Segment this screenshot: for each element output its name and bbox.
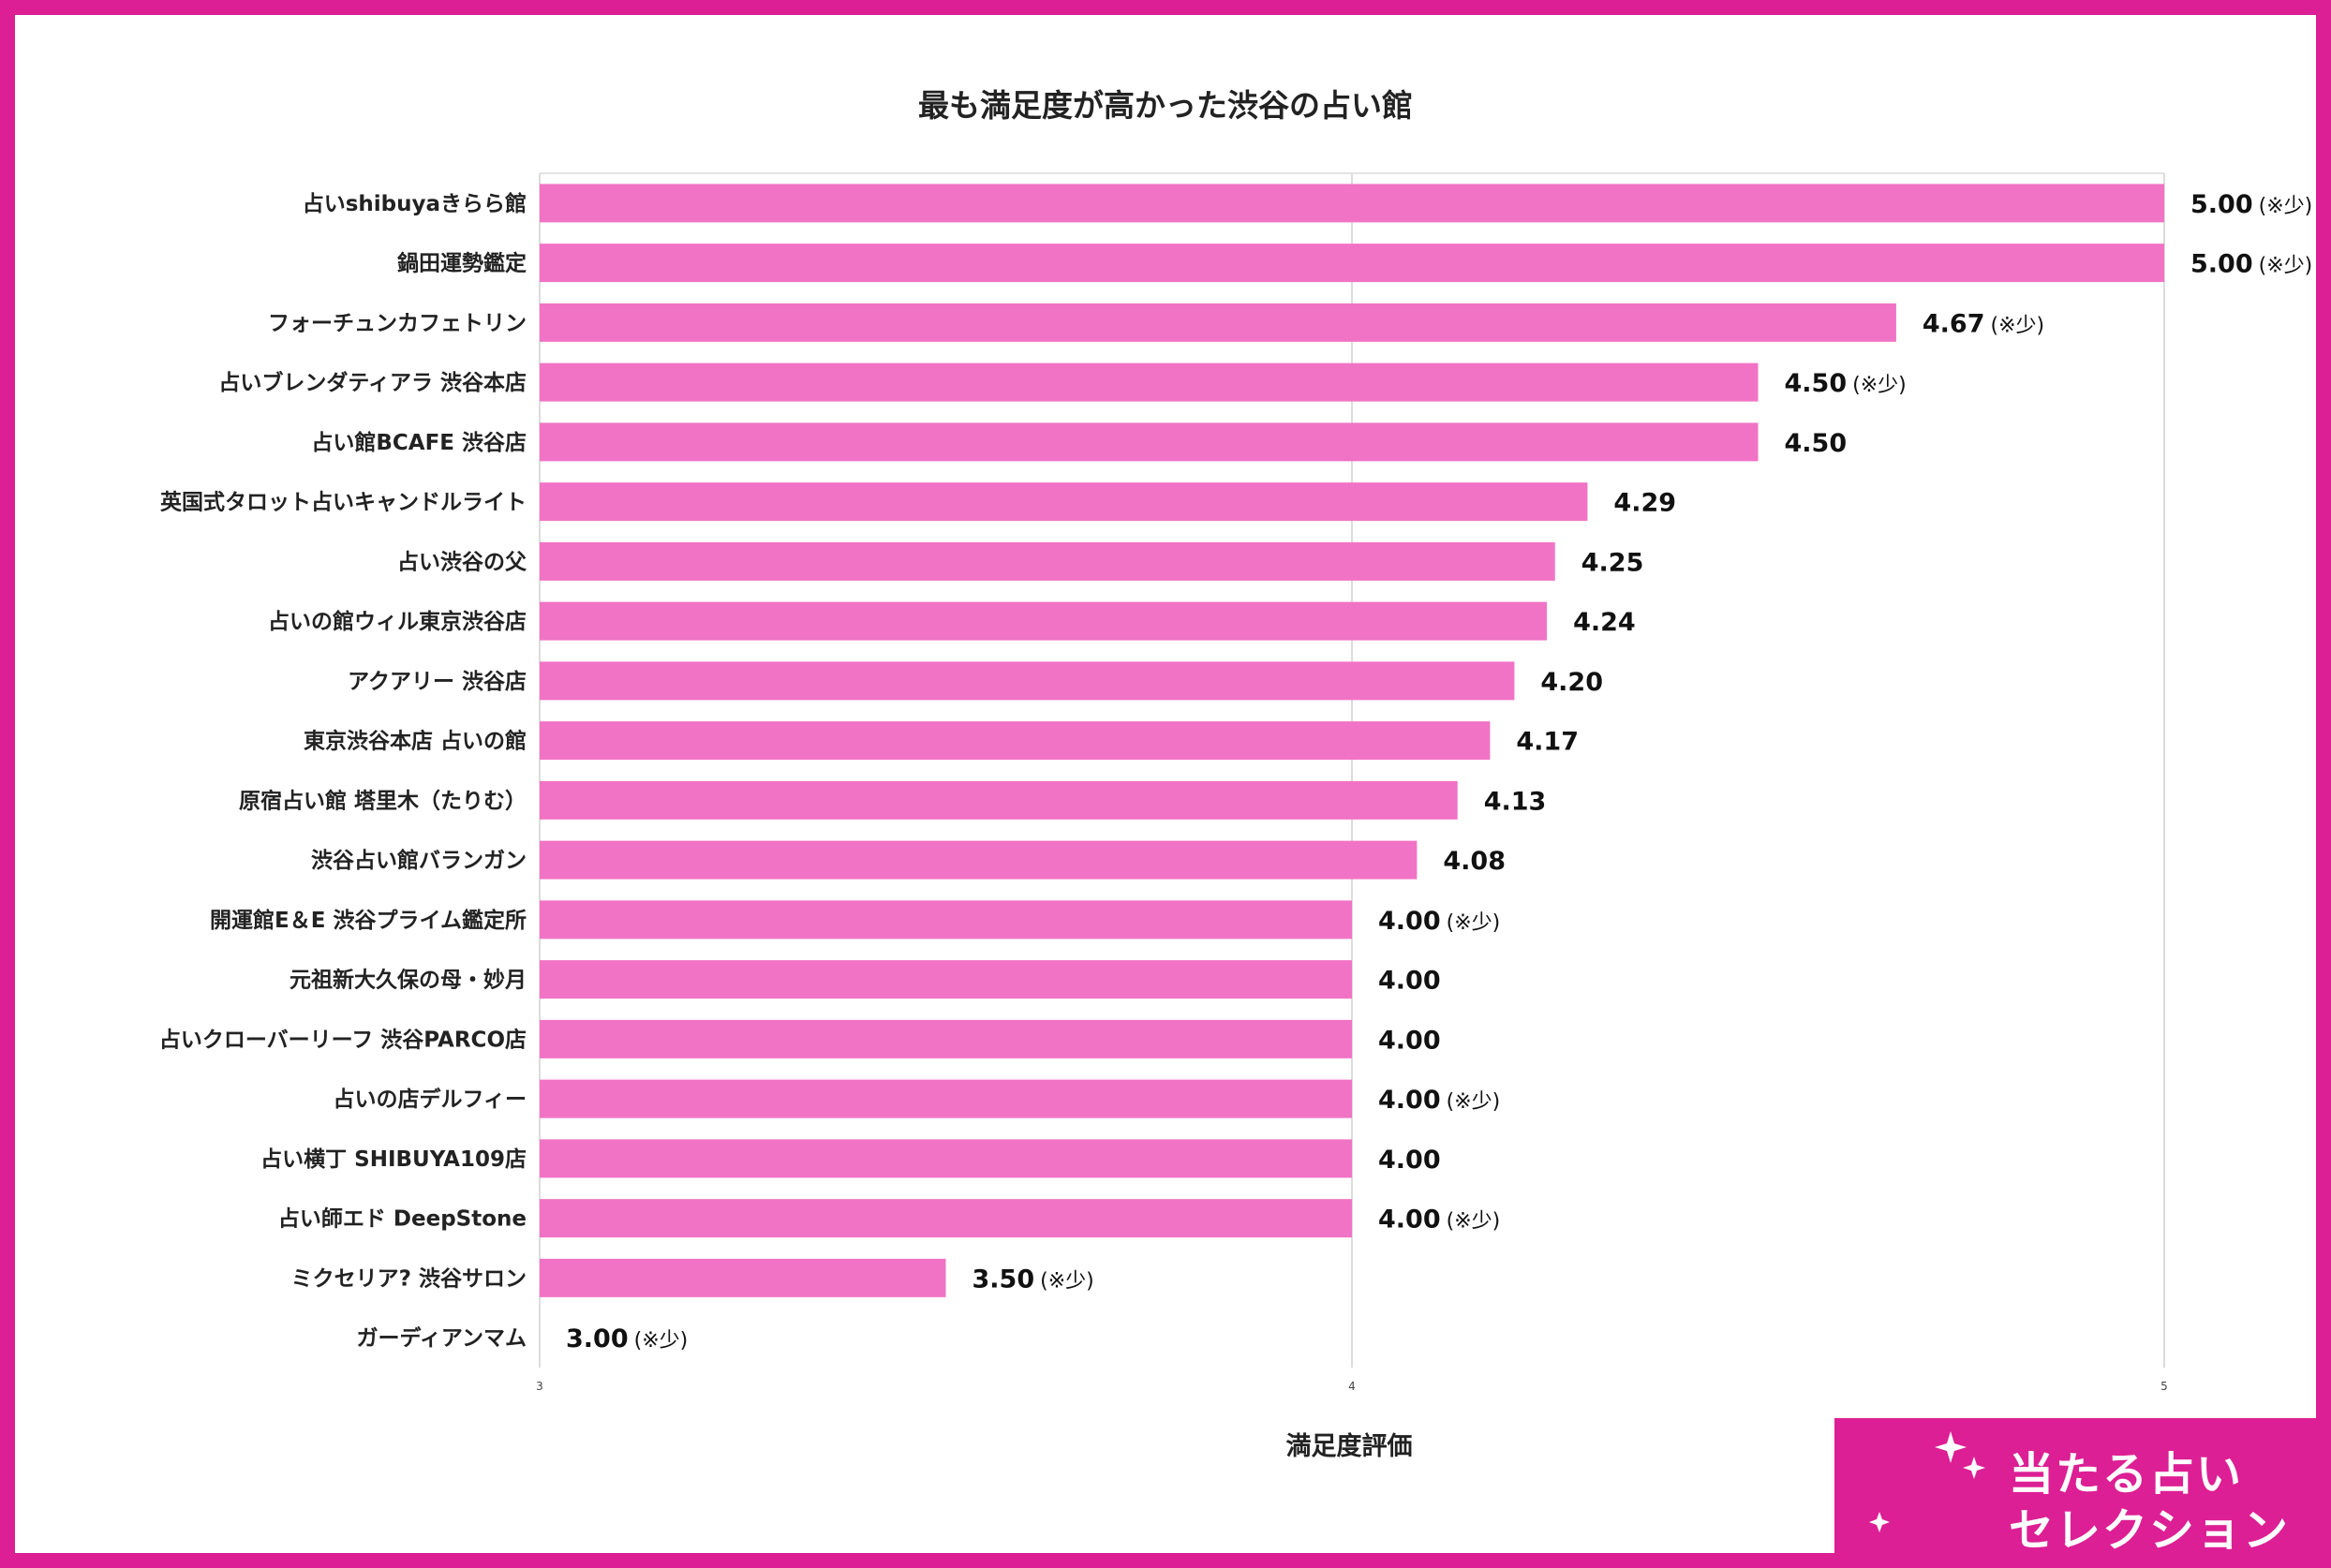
logo-text-line2: セレクション — [2009, 1504, 2291, 1557]
data-label: 5.00 (※少) — [2190, 250, 2312, 279]
bar — [540, 422, 1759, 462]
data-label-note: (※少) — [1447, 1090, 1501, 1114]
bar — [540, 960, 1352, 999]
data-label-value: 4.50 — [1785, 369, 1848, 398]
category-label: ガーディアンマム — [357, 1325, 527, 1351]
bar — [540, 780, 1458, 820]
category-label: アクアリー 渋谷店 — [348, 670, 527, 694]
data-label: 4.29 — [1613, 489, 1676, 518]
data-label-value: 4.00 — [1378, 907, 1441, 936]
data-label-value: 4.17 — [1516, 728, 1579, 757]
data-label: 4.25 — [1581, 548, 1644, 577]
data-label: 4.50 — [1785, 429, 1848, 458]
data-label: 4.24 — [1573, 608, 1636, 637]
x-axis-title: 満足度評価 — [1285, 1432, 1413, 1461]
x-tick-label: 3 — [536, 1380, 543, 1393]
category-label: フォーチュンカフェトリン — [268, 311, 527, 335]
bar — [540, 1199, 1352, 1238]
category-label: 鍋田運勢鑑定 — [397, 251, 527, 276]
category-label: 英国式タロット占いキャンドルライト — [160, 490, 527, 515]
data-label-value: 5.00 — [2190, 250, 2253, 279]
data-label: 3.50 (※少) — [972, 1265, 1094, 1294]
data-label-value: 4.24 — [1573, 608, 1636, 637]
category-label: 東京渋谷本店 占いの館 — [304, 729, 527, 754]
data-label: 3.00 (※少) — [566, 1324, 688, 1354]
data-label: 4.20 — [1540, 668, 1603, 697]
bar — [540, 721, 1491, 761]
category-label: 元祖新大久保の母・妙月 — [290, 968, 527, 993]
category-label: 占いの店デルフィー — [333, 1087, 527, 1112]
bar — [540, 541, 1555, 581]
data-label-value: 4.00 — [1378, 967, 1441, 996]
data-label-note: (※少) — [1447, 911, 1501, 935]
data-label-value: 4.00 — [1378, 1026, 1441, 1055]
data-label: 4.00 — [1378, 1026, 1441, 1055]
data-label: 4.67 (※少) — [1923, 309, 2044, 338]
bar — [540, 244, 2164, 283]
data-label-note: (※少) — [1991, 314, 2045, 337]
data-label-note: (※少) — [2259, 195, 2313, 218]
bar — [540, 1019, 1352, 1058]
data-label-value: 5.00 — [2190, 190, 2253, 219]
data-label: 4.00 (※少) — [1378, 1206, 1500, 1235]
data-label: 4.17 — [1516, 728, 1579, 757]
data-label-value: 4.08 — [1443, 847, 1506, 876]
data-label: 4.00 — [1378, 1146, 1441, 1175]
category-label: 占いブレンダティアラ 渋谷本店 — [218, 370, 527, 395]
data-label: 4.00 (※少) — [1378, 907, 1500, 936]
bar — [540, 303, 1896, 342]
data-label: 5.00 (※少) — [2190, 190, 2312, 219]
category-label: 占いの館ウィル東京渋谷店 — [268, 609, 527, 634]
x-tick-label: 4 — [1348, 1380, 1356, 1393]
data-label: 4.00 (※少) — [1378, 1086, 1500, 1115]
data-label: 4.00 — [1378, 967, 1441, 996]
data-label-value: 3.00 — [566, 1324, 629, 1354]
data-label-value: 4.29 — [1613, 489, 1676, 518]
category-label: ミクセリア? 渋谷サロン — [291, 1266, 527, 1291]
category-label: 占い横丁 SHIBUYA109店 — [260, 1147, 527, 1172]
bar — [540, 900, 1352, 939]
category-label: 開運館E＆E 渋谷プライム鑑定所 — [210, 908, 527, 933]
data-label-value: 4.00 — [1378, 1206, 1441, 1235]
data-label-note: (※少) — [634, 1329, 689, 1353]
data-label-value: 4.67 — [1923, 309, 1985, 338]
bar — [540, 1258, 946, 1297]
category-label: 占いshibuyaきらら館 — [303, 191, 527, 216]
data-label-value: 4.20 — [1540, 668, 1603, 697]
data-label-value: 4.25 — [1581, 548, 1644, 577]
data-label-value: 4.00 — [1378, 1086, 1441, 1115]
logo-text-line1: 当たる占い — [2009, 1448, 2244, 1501]
category-label: 原宿占い館 塔里木（たりむ） — [239, 788, 527, 813]
data-label: 4.13 — [1484, 787, 1547, 816]
data-label-note: (※少) — [1040, 1269, 1094, 1293]
data-label-value: 3.50 — [972, 1265, 1035, 1294]
brand-logo: 当たる占い セレクション — [1834, 1418, 2316, 1557]
data-label: 4.50 (※少) — [1785, 369, 1907, 398]
bar — [540, 661, 1515, 701]
bar — [540, 1079, 1352, 1118]
bar — [540, 601, 1548, 641]
chart-title: 最も満足度が高かった渋谷の占い館 — [918, 87, 1413, 124]
bar — [540, 362, 1759, 402]
bar — [540, 482, 1588, 522]
crescent-moon-sparkle-icon — [1869, 1431, 1985, 1532]
data-label: 4.08 — [1443, 847, 1506, 876]
data-label-value: 4.50 — [1785, 429, 1848, 458]
category-label: 占い渋谷の父 — [397, 550, 527, 574]
category-label: 占い師エド DeepStone — [278, 1206, 527, 1232]
data-label-note: (※少) — [1852, 374, 1907, 397]
category-label: 占い館BCAFE 渋谷店 — [311, 430, 527, 455]
bar — [540, 840, 1418, 880]
category-label: 占いクローバーリーフ 渋谷PARCO店 — [159, 1028, 527, 1052]
category-label: 渋谷占い館バランガン — [311, 848, 527, 873]
data-label-note: (※少) — [2259, 255, 2313, 278]
data-label-value: 4.00 — [1378, 1146, 1441, 1175]
bar — [540, 184, 2164, 223]
data-label-note: (※少) — [1447, 1210, 1501, 1234]
x-tick-label: 5 — [2160, 1380, 2168, 1393]
data-label-value: 4.13 — [1484, 787, 1547, 816]
bar — [540, 1139, 1352, 1178]
